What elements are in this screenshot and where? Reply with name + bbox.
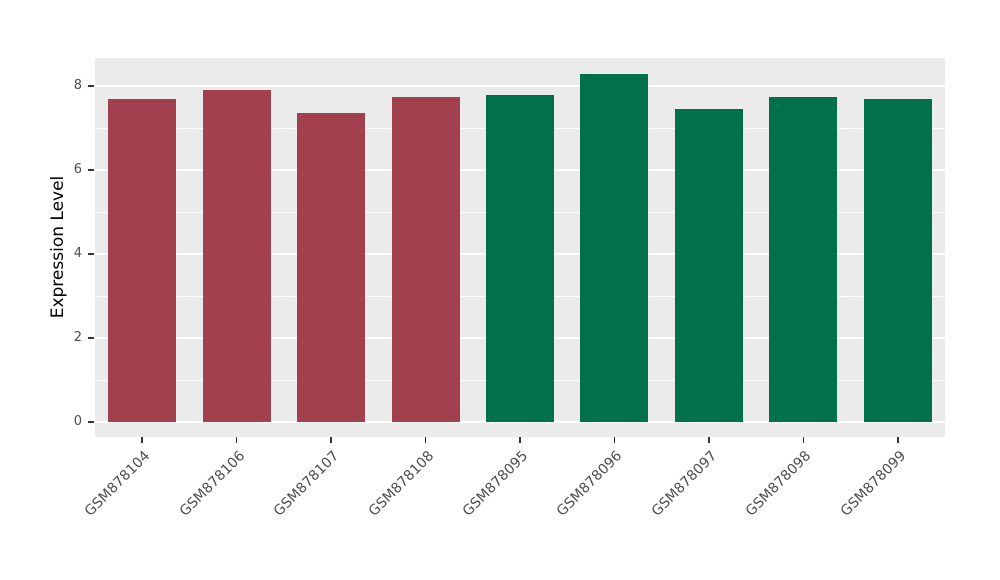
bar-GSM878099 [863, 98, 932, 422]
bar-GSM878107 [297, 113, 366, 422]
y-tick-mark [88, 169, 94, 171]
x-tick-mark [613, 437, 616, 443]
bar-GSM878104 [108, 98, 177, 422]
x-tick-mark [519, 437, 521, 443]
x-tick-mark [330, 437, 332, 443]
y-tick-mark [88, 421, 94, 423]
y-tick-label: 8 [73, 78, 82, 94]
x-tick-mark [708, 437, 710, 443]
gridline-major [95, 85, 945, 87]
x-tick-mark [802, 437, 805, 443]
bar-GSM878108 [391, 96, 460, 422]
bar-GSM878095 [486, 94, 554, 422]
bar-GSM878097 [674, 109, 743, 422]
x-tick-mark [897, 437, 899, 443]
y-tick-mark [88, 253, 94, 255]
x-tick-mark [235, 437, 238, 443]
y-tick-label: 4 [73, 246, 82, 261]
y-tick-label: 0 [73, 413, 82, 429]
x-tick-mark [141, 437, 143, 443]
plot-panel [95, 58, 945, 437]
bar-GSM878106 [202, 90, 271, 422]
y-tick-mark [88, 85, 94, 87]
y-axis-title: Expression Level [48, 175, 68, 319]
y-tick-label: 6 [73, 162, 82, 178]
bar-GSM878098 [769, 96, 838, 422]
x-tick-mark [424, 437, 427, 443]
y-tick-mark [88, 337, 94, 339]
y-tick-label: 2 [73, 329, 82, 345]
gridline-major [95, 421, 945, 423]
bar-GSM878096 [580, 73, 649, 422]
